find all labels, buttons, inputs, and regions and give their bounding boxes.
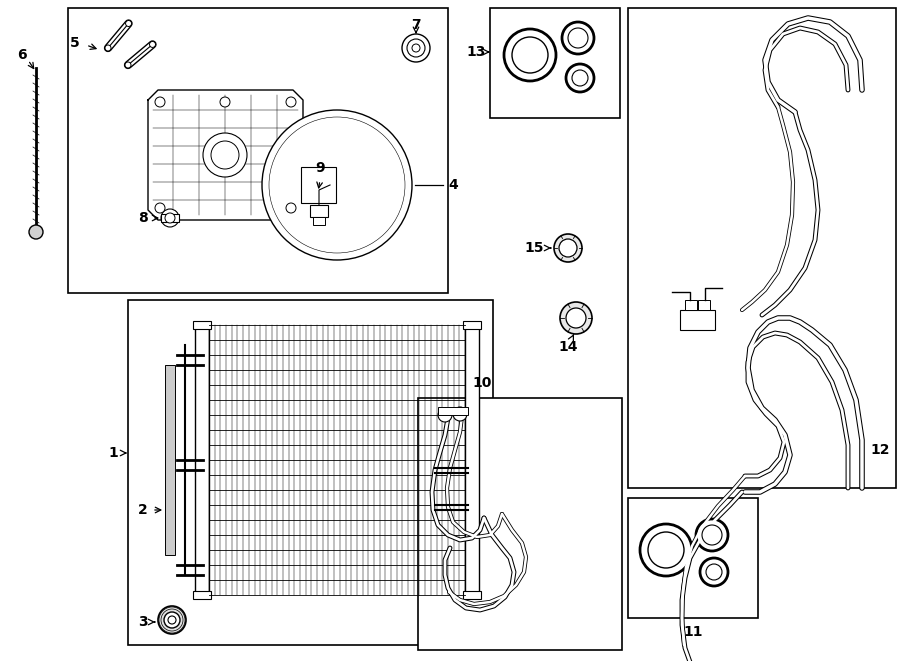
Circle shape [105,45,111,51]
Circle shape [554,234,582,262]
Bar [685,300,697,310]
Bar [628,498,758,618]
Circle shape [126,20,131,26]
Text: 5: 5 [70,36,80,50]
Text: 13: 13 [466,45,486,59]
Bar [680,310,715,330]
Bar [193,591,211,599]
Circle shape [407,39,425,57]
Circle shape [566,308,586,328]
Circle shape [706,564,722,580]
Circle shape [220,97,230,107]
Circle shape [286,203,296,213]
Circle shape [203,133,247,177]
Circle shape [438,408,452,422]
Bar [313,217,325,225]
Bar [465,325,479,595]
Circle shape [293,141,381,229]
Circle shape [402,34,430,62]
Circle shape [412,44,420,52]
Bar [193,321,211,329]
Text: 7: 7 [411,18,421,32]
Circle shape [158,606,186,634]
Bar [128,300,493,645]
Text: 2: 2 [139,503,148,517]
Bar [463,321,481,329]
Circle shape [164,612,180,628]
Bar [418,398,622,650]
Bar [165,365,175,555]
Circle shape [161,209,179,227]
Circle shape [562,22,594,54]
Circle shape [211,141,239,169]
Circle shape [165,213,175,223]
Bar [195,325,209,595]
Text: 14: 14 [558,340,578,354]
Text: 1: 1 [108,446,118,460]
Circle shape [504,29,556,81]
Circle shape [262,110,412,260]
Circle shape [560,302,592,334]
Circle shape [125,62,131,68]
Bar [68,8,448,293]
Circle shape [275,123,399,247]
Bar [698,300,710,310]
Bar [161,214,179,222]
Text: 12: 12 [870,443,890,457]
Circle shape [640,524,692,576]
Bar [628,8,896,488]
Bar [490,8,620,118]
Text: 10: 10 [472,376,491,390]
Bar [301,167,336,203]
Circle shape [572,70,588,86]
Circle shape [149,42,156,48]
Circle shape [559,239,577,257]
Circle shape [286,97,296,107]
Text: 4: 4 [448,178,458,192]
Circle shape [155,97,165,107]
Text: 15: 15 [525,241,544,255]
Text: 3: 3 [139,615,148,629]
Circle shape [566,64,594,92]
Circle shape [168,616,176,624]
Circle shape [281,129,393,241]
Circle shape [568,28,588,48]
Bar [310,205,328,217]
Circle shape [696,519,728,551]
Circle shape [287,135,387,235]
Text: 11: 11 [683,625,703,639]
Circle shape [700,558,728,586]
Circle shape [648,532,684,568]
Circle shape [299,147,375,223]
Text: 8: 8 [139,211,148,225]
Circle shape [512,37,548,73]
Circle shape [453,407,467,421]
Circle shape [330,178,344,192]
Bar [148,90,303,220]
Text: 6: 6 [17,48,27,62]
Circle shape [155,203,165,213]
Circle shape [311,159,363,211]
Circle shape [702,525,722,545]
Bar [463,591,481,599]
Text: 9: 9 [315,161,325,175]
Circle shape [269,117,405,253]
Circle shape [29,225,43,239]
Circle shape [322,170,352,200]
Bar [438,407,468,415]
